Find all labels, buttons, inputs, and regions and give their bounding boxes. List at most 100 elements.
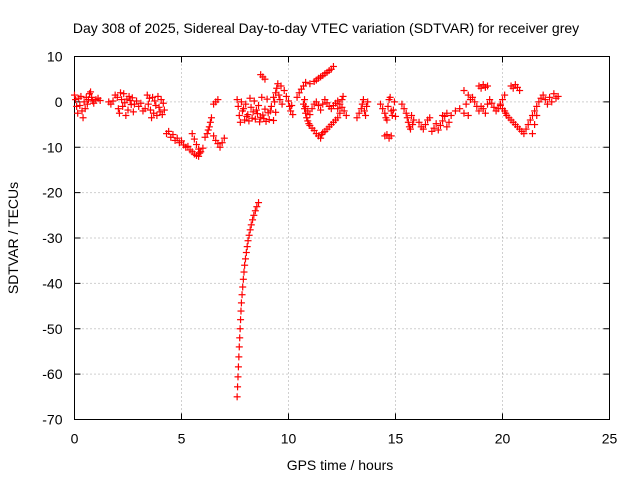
- y-tick-label: -30: [42, 230, 62, 246]
- data-point: [246, 226, 254, 234]
- data-point: [526, 116, 534, 124]
- data-point: [484, 82, 492, 90]
- data-point: [272, 108, 280, 116]
- data-point: [253, 203, 261, 211]
- data-point: [255, 102, 263, 110]
- data-point: [133, 97, 141, 105]
- data-point: [317, 134, 325, 142]
- data-point: [520, 130, 528, 138]
- x-tick-label: 15: [388, 431, 404, 447]
- data-point: [308, 105, 316, 113]
- data-point: [282, 92, 290, 100]
- data-point: [188, 130, 196, 138]
- data-point: [278, 100, 286, 108]
- data-point: [377, 100, 385, 108]
- data-point: [543, 100, 551, 108]
- data-point: [190, 135, 198, 143]
- data-point: [408, 111, 416, 119]
- data-point: [270, 116, 278, 124]
- data-point: [137, 99, 145, 107]
- data-point: [83, 100, 91, 108]
- data-point: [388, 111, 396, 119]
- data-point: [464, 91, 472, 99]
- data-point: [235, 343, 243, 351]
- data-point: [432, 120, 440, 128]
- data-point: [234, 363, 242, 371]
- data-point: [386, 93, 394, 101]
- data-point: [238, 291, 246, 299]
- data-point: [384, 102, 392, 110]
- data-point: [113, 93, 121, 101]
- data-point: [204, 126, 212, 134]
- data-point: [149, 93, 157, 101]
- data-point: [475, 107, 483, 115]
- data-point: [153, 111, 161, 119]
- data-point: [362, 111, 370, 119]
- data-point: [486, 96, 494, 104]
- data-point: [447, 111, 455, 119]
- data-point: [251, 115, 259, 123]
- y-tick-label: -40: [42, 275, 62, 291]
- data-point: [528, 130, 536, 138]
- data-point: [302, 102, 310, 110]
- data-point: [195, 152, 203, 160]
- data-point: [109, 97, 117, 105]
- data-point: [421, 121, 429, 129]
- data-point: [451, 107, 459, 115]
- data-point: [205, 123, 213, 131]
- data-point: [389, 106, 397, 114]
- data-point: [173, 134, 181, 142]
- data-point: [79, 114, 87, 122]
- data-point: [239, 283, 247, 291]
- data-point: [258, 93, 266, 101]
- data-point: [496, 100, 504, 108]
- data-point: [460, 109, 468, 117]
- chart-title: Day 308 of 2025, Sidereal Day-to-day VTE…: [73, 20, 579, 36]
- data-point: [409, 121, 417, 129]
- data-point: [160, 106, 168, 114]
- data-point: [460, 87, 468, 95]
- data-point: [317, 73, 325, 81]
- data-point: [287, 107, 295, 115]
- data-point: [410, 116, 418, 124]
- x-tick-label: 20: [495, 431, 511, 447]
- data-point: [207, 114, 215, 122]
- data-point: [383, 131, 391, 139]
- data-point: [234, 373, 242, 381]
- data-point: [214, 96, 222, 104]
- data-point: [339, 92, 347, 100]
- data-point: [184, 142, 192, 150]
- data-point: [273, 84, 281, 92]
- data-point: [155, 103, 163, 111]
- data-point: [237, 299, 245, 307]
- data-point: [234, 102, 242, 110]
- data-point: [464, 111, 472, 119]
- data-point: [178, 137, 185, 145]
- data-point: [280, 87, 288, 95]
- data-point: [275, 91, 283, 99]
- data-point: [235, 111, 243, 119]
- data-point: [263, 95, 271, 103]
- data-point: [121, 99, 129, 107]
- data-point: [317, 106, 325, 114]
- data-point: [436, 121, 444, 129]
- data-point: [250, 97, 258, 105]
- data-point: [550, 90, 558, 98]
- data-point: [73, 102, 81, 110]
- data-point: [533, 102, 541, 110]
- y-tick-label: -60: [42, 366, 62, 382]
- x-tick-label: 5: [178, 431, 186, 447]
- data-point: [115, 109, 123, 117]
- data-point: [306, 80, 314, 88]
- data-point: [237, 98, 245, 106]
- data-point: [295, 89, 303, 97]
- data-point: [158, 111, 166, 119]
- data-point: [267, 102, 275, 110]
- data-point: [239, 275, 247, 283]
- data-point: [144, 100, 152, 108]
- data-point: [390, 98, 398, 106]
- data-point: [400, 105, 408, 113]
- data-point: [490, 103, 498, 111]
- data-point: [244, 237, 252, 245]
